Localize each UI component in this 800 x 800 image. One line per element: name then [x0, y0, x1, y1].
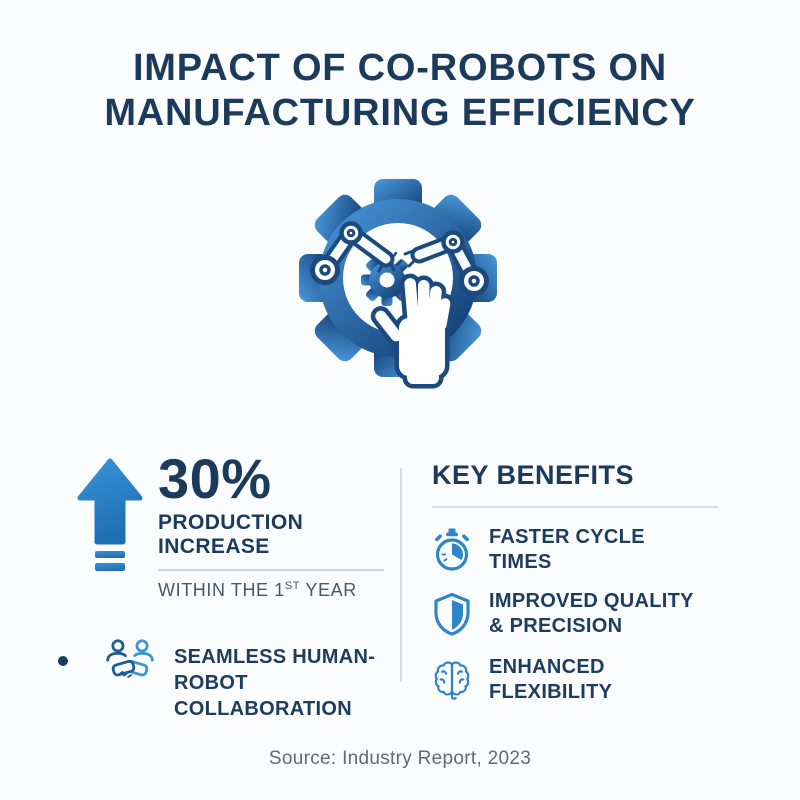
brain-icon	[434, 661, 470, 700]
stat-period-suffix: YEAR	[300, 580, 357, 600]
benefit-label: IMPROVED QUALITY & PRECISION	[489, 590, 694, 637]
collaboration-section: SEAMLESS HUMAN-ROBOT COLLABORATION	[58, 638, 429, 722]
growth-arrow-icon	[77, 458, 143, 571]
stat-label: PRODUCTION INCREASE	[158, 511, 304, 558]
benefits-heading: KEY BENEFITS	[432, 460, 635, 490]
stat-value: 30%	[158, 447, 272, 510]
sparks-icon	[391, 251, 408, 272]
benefit-row-quality: IMPROVED QUALITY & PRECISION	[432, 589, 732, 639]
key-benefits-section: KEY BENEFITS FASTER CYCLE TIMES	[432, 460, 732, 705]
page-title: IMPACT OF CO-ROBOTS ON MANUFACTURING EFF…	[0, 46, 800, 136]
benefit-row-cycle-times: FASTER CYCLE TIMES	[432, 525, 732, 575]
production-stat: 30% PRODUCTION INCREASE WITHIN THE 1ST Y…	[158, 450, 398, 601]
collaboration-label: SEAMLESS HUMAN-ROBOT COLLABORATION	[174, 646, 376, 720]
handshake-icon	[106, 639, 154, 678]
stat-period-prefix: WITHIN THE 1	[158, 580, 285, 600]
robot-arm-left	[310, 221, 396, 285]
robot-arm-right	[403, 230, 489, 296]
source-note: Source: Industry Report, 2023	[268, 748, 532, 769]
stat-divider	[158, 569, 384, 571]
title-line-1: IMPACT OF CO-ROBOTS ON	[132, 47, 668, 89]
benefit-label: ENHANCED FLEXIBILITY	[489, 656, 613, 703]
human-hand	[370, 273, 455, 389]
shield-icon	[434, 592, 470, 636]
benefit-row-flexibility: ENHANCED FLEXIBILITY	[432, 655, 732, 705]
title-line-2: MANUFACTURING EFFICIENCY	[104, 92, 696, 134]
vertical-divider	[400, 468, 402, 682]
benefits-divider	[432, 506, 718, 508]
bullet-dot	[58, 656, 68, 666]
cobot-gear-hand-icon	[299, 179, 497, 389]
stat-period-ordinal: ST	[284, 580, 301, 592]
stopwatch-icon	[435, 528, 469, 571]
benefit-label: FASTER CYCLE TIMES	[489, 526, 645, 573]
stat-period: WITHIN THE 1ST YEAR	[158, 580, 398, 601]
